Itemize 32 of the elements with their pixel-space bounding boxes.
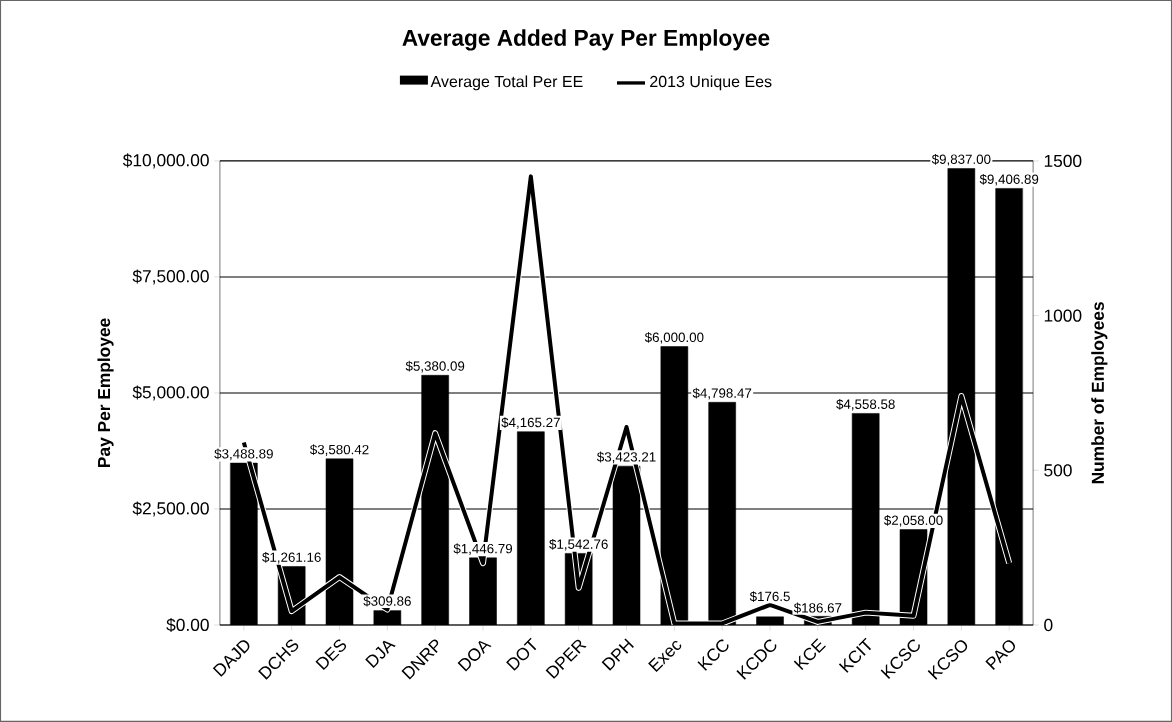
data-label: $1,542.76 [549,538,608,551]
y-tick-label: $10,000.00 [122,153,209,169]
data-label: $186.67 [793,602,842,614]
data-label: $2,058.00 [884,515,943,527]
y-axis-title: Pay Per Employee [97,318,114,468]
legend-label: 2013 Unique Ees [650,75,772,91]
data-label: $9,837.00 [931,154,991,166]
y-tick-label: $0.00 [166,618,209,633]
y-tick-label: $5,000.00 [132,385,209,401]
data-label: $1,261.16 [262,552,321,564]
data-label: $176.5 [749,591,790,602]
chart-title: Average Added Pay Per Employee [402,29,770,51]
data-label: $3,423.21 [596,451,656,464]
data-label: $6,000.00 [644,332,704,344]
data-label: $4,558.58 [836,398,895,411]
data-label: $9,406.89 [979,173,1039,186]
data-label: $3,488.89 [214,448,273,461]
y-tick-label: $2,500.00 [132,501,209,517]
y2-tick-label: 500 [1044,464,1072,477]
data-label: $5,380.09 [405,360,465,373]
y-tick-label: $7,500.00 [132,269,209,285]
data-label: $3,580.42 [309,444,369,456]
data-label: $4,798.47 [692,387,752,400]
data-label: $1,446.79 [453,543,513,555]
y2-axis-title: Number of Employees [1091,302,1108,484]
data-label: $4,165.27 [501,417,560,429]
y2-tick-label: 1500 [1044,154,1082,168]
x-tick-label: DJA [365,640,396,668]
y2-tick-label: 0 [1044,618,1053,632]
data-label: $309.86 [363,595,411,607]
legend-label: Average Total Per EE [430,75,583,91]
y2-tick-label: 1000 [1044,309,1082,322]
